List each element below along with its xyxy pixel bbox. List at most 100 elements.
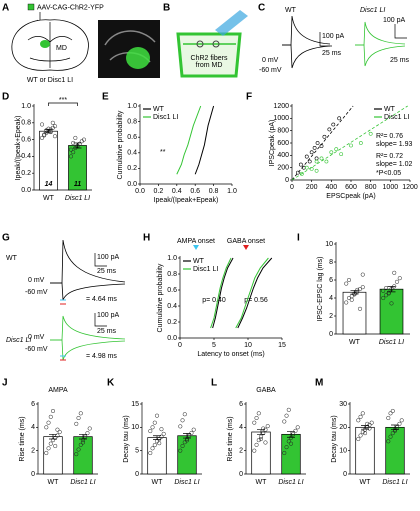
trace (282, 15, 331, 46)
data-point (304, 165, 309, 170)
recorded-cell (196, 40, 204, 48)
x-tick-label: Disc1 LI (278, 479, 303, 486)
data-point (314, 156, 319, 161)
holding-label: 0 mV (262, 57, 279, 64)
error-bar (350, 290, 359, 295)
legend-label: Disc1 LI (153, 114, 178, 121)
onset-arrow (243, 245, 249, 250)
chart-title: GABA (256, 387, 276, 394)
data-point (362, 431, 368, 436)
x-tick-label: WT (360, 479, 372, 486)
data-point (53, 443, 58, 449)
data-point (394, 279, 400, 284)
scale-bar (394, 24, 407, 39)
data-point (256, 411, 261, 416)
region-label: MD (56, 45, 67, 52)
genotype-label: WT (285, 7, 297, 14)
y-axis-label: Cumulative probability (157, 263, 164, 332)
data-point (258, 436, 264, 442)
x-axis-label: Latency to onset (ms) (197, 351, 264, 358)
data-point (148, 429, 153, 434)
x-tick-label: 5 (212, 342, 216, 349)
y-tick-label: 1.0 (127, 103, 137, 110)
data-point (68, 154, 74, 159)
y-tick-label: 0.8 (21, 120, 31, 127)
y-axis-label: Decay tau (ms) (331, 415, 338, 462)
y-axis-label: Decay tau (ms) (123, 415, 130, 462)
data-point (46, 446, 51, 451)
annotation: p= 0.40 (202, 297, 226, 304)
data-point (334, 147, 339, 152)
data-point (180, 418, 185, 423)
panel-letter: I (297, 233, 300, 244)
data-point (358, 141, 363, 145)
data-point (254, 415, 259, 421)
x-tick-label: WT (349, 339, 361, 346)
x-tick-label: WT (43, 195, 55, 202)
y-tick-label: 2 (329, 313, 333, 320)
y-tick-label: 1200 (273, 103, 289, 110)
data-point (265, 424, 270, 429)
x-tick-label: 1.0 (227, 188, 237, 195)
x-axis-label: EPSCpeak (pA) (326, 193, 375, 200)
y-axis-label: IPSCpeak (pA) (269, 120, 276, 167)
data-point (358, 414, 363, 419)
data-point (367, 426, 372, 431)
y-tick-label: 0.8 (127, 118, 137, 125)
trace (355, 21, 406, 46)
data-point (189, 430, 194, 435)
y-tick-label: 10 (325, 241, 333, 248)
x-tick-label: 0.4 (172, 188, 182, 195)
panel-letter: L (211, 378, 217, 389)
scale-label: 25 ms (390, 57, 410, 64)
data-point (83, 434, 88, 439)
cdf-line (212, 257, 234, 329)
data-point (360, 411, 365, 416)
data-point (386, 439, 391, 444)
y-tick-label: 6 (31, 401, 35, 408)
data-point (299, 171, 304, 176)
data-point (322, 134, 327, 139)
data-point (78, 411, 83, 416)
data-point (288, 441, 294, 446)
x-tick-label: 0 (290, 184, 294, 191)
holding-label: 0 mV (28, 277, 45, 284)
y-tick-label: 0 (239, 471, 243, 478)
trace (355, 44, 406, 67)
fit-line (291, 105, 408, 181)
scale-label: 25 ms (97, 328, 117, 335)
data-point (74, 452, 79, 457)
onset-arrow (193, 245, 199, 250)
y-axis-label: IPSC-EPSC lag (ms) (317, 257, 324, 322)
data-point (78, 442, 83, 447)
y-tick-label: 4 (31, 424, 35, 431)
y-tick-label: 1.0 (167, 255, 177, 262)
data-point (154, 413, 160, 418)
data-point (261, 426, 266, 431)
y-tick-label: 6 (239, 401, 243, 408)
data-point (74, 421, 79, 426)
data-point (397, 421, 402, 426)
annotation: R²= 0.76 (376, 133, 403, 140)
panel-letter: C (258, 3, 265, 14)
n-label: 11 (74, 181, 81, 188)
error-bar (44, 129, 53, 134)
genotype-label: WT or Disc1 LI (27, 77, 73, 84)
y-tick-label: 0.0 (167, 335, 177, 342)
y-tick-label: 0.2 (21, 170, 31, 177)
data-point (184, 438, 190, 443)
data-point (368, 131, 373, 136)
data-point (390, 408, 395, 414)
panel-letter: J (2, 378, 8, 389)
data-point (48, 441, 53, 446)
y-tick-label: 5 (135, 448, 139, 455)
data-point (293, 428, 298, 433)
y-axis-label: Ipeak/(Ipeak+Epeak) (15, 116, 22, 181)
data-point (48, 129, 53, 135)
x-tick-label: WT (256, 479, 268, 486)
error-bar (183, 433, 191, 439)
x-tick-label: WT (48, 479, 60, 486)
data-point (157, 441, 162, 446)
x-tick-label: Disc1 LI (382, 479, 407, 486)
data-point (180, 443, 185, 449)
